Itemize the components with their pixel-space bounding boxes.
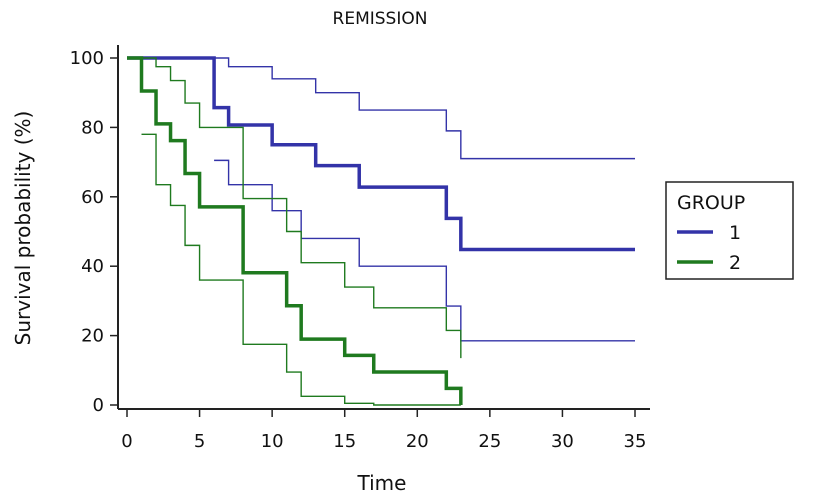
x-axis-label: Time	[357, 471, 407, 495]
y-tick-label: 100	[70, 48, 104, 69]
x-tick-label: 30	[551, 431, 574, 452]
legend-items: 12	[677, 222, 741, 274]
y-tick-label: 80	[81, 117, 104, 138]
series-2-survival-line	[127, 56, 463, 405]
y-tick-label: 40	[81, 256, 104, 277]
x-tick-label: 10	[261, 431, 284, 452]
y-tick-label: 0	[93, 395, 104, 416]
x-tick-label: 5	[194, 431, 205, 452]
series-layer	[127, 56, 635, 406]
series-1-lower-ci	[214, 159, 635, 342]
axes: 0 5 10 15 20 25 30 35 0 20 40 60 80 100	[70, 45, 650, 452]
y-axis-label: Survival probability (%)	[11, 111, 35, 346]
series-1-upper-ci	[127, 57, 635, 160]
series-group-1	[127, 56, 635, 342]
legend-title: GROUP	[677, 192, 745, 214]
legend-label-2: 2	[729, 252, 741, 274]
series-1-survival-line	[127, 56, 635, 252]
x-tick-label: 0	[121, 431, 132, 452]
legend-label-1: 1	[729, 222, 741, 244]
x-tick-label: 15	[333, 431, 356, 452]
x-tick-label: 35	[624, 431, 647, 452]
x-tick-label: 25	[478, 431, 501, 452]
chart-title: REMISSION	[333, 9, 428, 29]
x-tick-label: 20	[406, 431, 429, 452]
series-group-2	[127, 56, 463, 406]
series-2-lower-ci	[141, 133, 461, 406]
y-tick-label: 60	[81, 187, 104, 208]
series-2-upper-ci	[127, 57, 462, 359]
legend: GROUP 12	[665, 181, 794, 280]
y-tick-label: 20	[81, 326, 104, 347]
